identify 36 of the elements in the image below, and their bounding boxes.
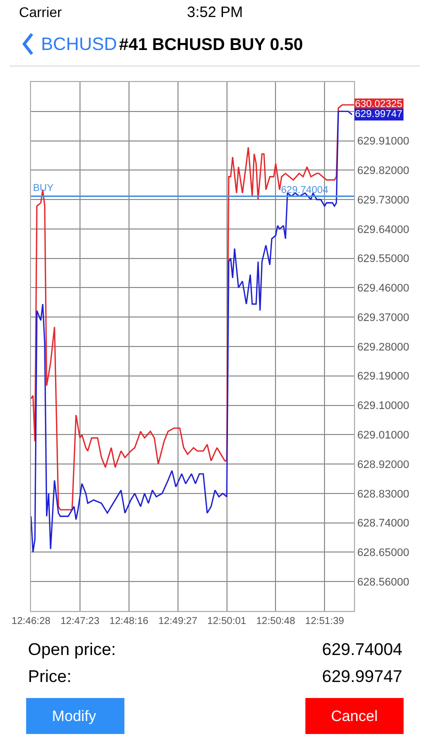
text: 630.02325 — [355, 99, 403, 110]
text: Carrier — [19, 4, 62, 20]
text: Price: — [28, 667, 72, 686]
y-tick-label: 628.65000 — [357, 547, 410, 560]
x-tick-label: 12:46:28 — [12, 616, 51, 627]
ref-line-label: BUY — [33, 183, 54, 194]
y-tick-label: 629.91000 — [357, 136, 410, 148]
y-tick-label: 629.28000 — [357, 341, 410, 354]
x-tick-label: 12:50:48 — [256, 616, 296, 627]
text: 3:52 PM — [187, 4, 243, 21]
text: BCHUSD — [41, 34, 118, 54]
text: 629.99747 — [322, 667, 402, 686]
text: 629.74004 — [322, 640, 402, 659]
y-tick-label: 628.74000 — [357, 518, 410, 530]
y-tick-label: 629.10000 — [357, 400, 410, 412]
y-tick-label: 629.55000 — [357, 253, 410, 266]
y-tick-label: 628.56000 — [357, 576, 410, 588]
y-tick-label: 629.73000 — [357, 194, 410, 206]
y-tick-label: 629.19000 — [357, 370, 410, 383]
text: Cancel — [331, 708, 378, 725]
text: 629.99747 — [355, 109, 403, 120]
chart-title: #41 BCHUSD BUY 0.50 — [119, 34, 303, 54]
y-tick-label: 629.64000 — [357, 224, 410, 236]
text: Modify — [52, 708, 97, 725]
x-tick-label: 12:51:39 — [305, 616, 345, 627]
y-tick-label: 629.01000 — [357, 430, 410, 442]
y-tick-label: 628.83000 — [357, 488, 410, 500]
x-tick-label: 12:48:16 — [109, 616, 149, 627]
x-tick-label: 12:47:23 — [60, 616, 100, 627]
y-tick-label: 628.92000 — [357, 458, 410, 471]
text: Open price: — [28, 640, 116, 659]
y-tick-label: 629.37000 — [357, 312, 410, 324]
y-tick-label: 629.82000 — [357, 165, 410, 178]
x-tick-label: 12:50:01 — [207, 616, 247, 627]
y-tick-label: 629.46000 — [357, 282, 410, 295]
x-tick-label: 12:49:27 — [158, 616, 198, 627]
